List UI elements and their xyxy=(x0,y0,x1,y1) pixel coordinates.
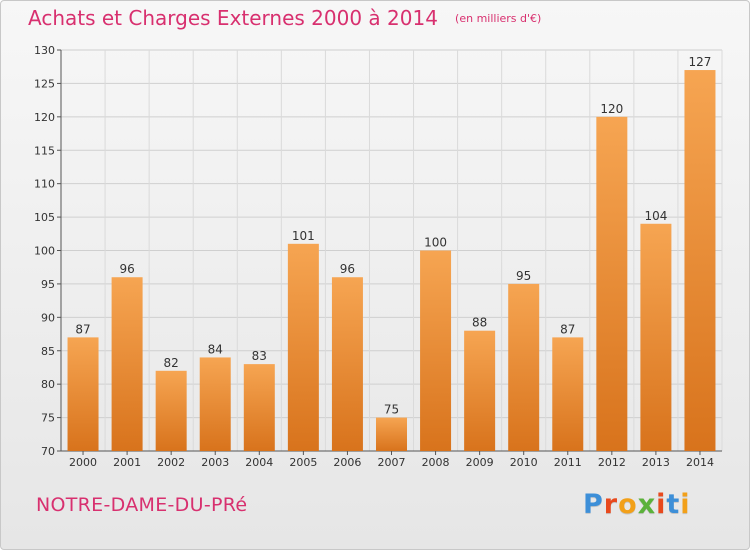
bar-2008 xyxy=(420,250,452,451)
data-label: 87 xyxy=(75,322,90,336)
y-tick-label: 110 xyxy=(34,178,55,191)
x-tick-label: 2003 xyxy=(201,456,229,469)
y-tick-label: 100 xyxy=(34,245,55,258)
logo-letter: i xyxy=(656,489,667,520)
y-tick-label: 115 xyxy=(34,144,55,157)
bar-2014 xyxy=(684,70,716,452)
chart-header: Achats et Charges Externes 2000 à 2014 (… xyxy=(28,6,541,30)
bar-2000 xyxy=(67,337,99,451)
y-tick-label: 130 xyxy=(34,44,55,57)
data-label: 83 xyxy=(252,349,267,363)
bar-2009 xyxy=(464,330,496,451)
data-label: 95 xyxy=(516,269,531,283)
data-label: 96 xyxy=(119,262,134,276)
bars xyxy=(67,70,716,452)
data-label: 84 xyxy=(208,342,223,356)
y-tick-label: 90 xyxy=(41,311,55,324)
x-tick-label: 2009 xyxy=(466,456,494,469)
data-label: 82 xyxy=(164,356,179,370)
logo-letter: r xyxy=(603,489,619,520)
y-tick-label: 95 xyxy=(41,278,55,291)
y-tick-label: 75 xyxy=(41,412,55,425)
x-tick-label: 2001 xyxy=(113,456,141,469)
logo-letter: o xyxy=(618,489,638,520)
commune-name: NOTRE-DAME-DU-PRé xyxy=(36,494,248,516)
y-tick-label: 120 xyxy=(34,111,55,124)
data-label: 104 xyxy=(644,209,667,223)
bar-2006 xyxy=(331,277,363,451)
y-tick-label: 80 xyxy=(41,378,55,391)
logo-letter: i xyxy=(680,489,691,520)
x-tick-label: 2002 xyxy=(157,456,185,469)
x-tick-label: 2012 xyxy=(598,456,626,469)
logo-letter: t xyxy=(666,489,681,520)
bar-2007 xyxy=(376,417,407,451)
chart-title: Achats et Charges Externes 2000 à 2014 xyxy=(28,6,438,30)
data-label: 120 xyxy=(600,102,623,116)
x-tick-label: 2004 xyxy=(245,456,273,469)
y-tick-label: 105 xyxy=(34,211,55,224)
x-tick-label: 2014 xyxy=(686,456,714,469)
x-tick-label: 2010 xyxy=(510,456,538,469)
bar-2002 xyxy=(155,370,187,451)
x-tick-label: 2006 xyxy=(333,456,361,469)
x-tick-label: 2005 xyxy=(289,456,317,469)
y-tick-label: 70 xyxy=(41,445,55,458)
bar-2003 xyxy=(199,357,231,451)
data-label: 87 xyxy=(560,322,575,336)
bar-2011 xyxy=(552,337,584,451)
y-tick-label: 85 xyxy=(41,345,55,358)
x-tick-label: 2013 xyxy=(642,456,670,469)
bar-2005 xyxy=(287,243,319,451)
data-label: 96 xyxy=(340,262,355,276)
data-label: 88 xyxy=(472,316,487,330)
logo-letter: x xyxy=(637,489,657,520)
data-label: 101 xyxy=(292,229,315,243)
bar-2010 xyxy=(508,283,540,451)
data-label: 75 xyxy=(384,403,399,417)
data-label: 100 xyxy=(424,236,447,250)
data-labels: 87 96 82 84 83 101 96 75 100 88 95 87 120 104 127 xyxy=(75,55,711,417)
bar-2001 xyxy=(111,277,143,451)
proxiti-logo[interactable]: Proxiti xyxy=(583,489,691,520)
x-tick-label: 2007 xyxy=(378,456,406,469)
logo-letter: P xyxy=(583,489,604,520)
bar-2004 xyxy=(243,364,275,451)
x-tick-label: 2011 xyxy=(554,456,582,469)
chart-subtitle: (en milliers d'€) xyxy=(455,12,542,25)
bar-2013 xyxy=(640,223,672,451)
data-label: 127 xyxy=(689,55,712,69)
y-tick-label: 125 xyxy=(34,77,55,90)
bar-2012 xyxy=(596,116,628,451)
x-tick-label: 2008 xyxy=(422,456,450,469)
x-tick-label: 2000 xyxy=(69,456,97,469)
